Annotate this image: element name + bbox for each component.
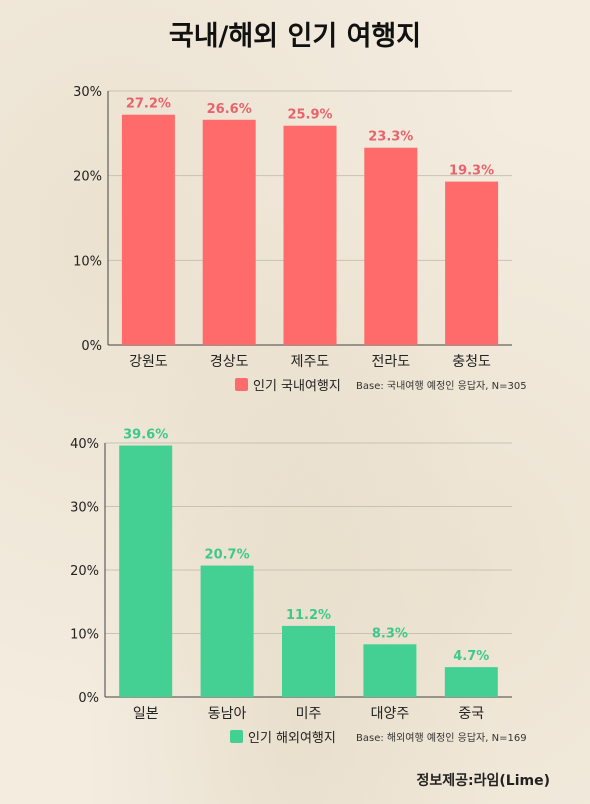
domestic-bar-chart: 0% 10% 20% 30% 27.2% 강원도 26.6% 경상도 25.9% 제주도 23.3%…: [73, 85, 527, 394]
y-tick-label: 0%: [78, 691, 99, 706]
bar: [363, 644, 417, 697]
data-label: 20.7%: [205, 548, 250, 563]
source-credit: 정보제공:라임(Lime): [416, 773, 550, 789]
data-label: 26.6%: [207, 102, 252, 117]
page-title: 국내/해외 인기 여행지: [168, 21, 422, 52]
bar: [283, 125, 337, 345]
legend-label: 인기 국내여행지: [253, 378, 341, 394]
bar: [200, 565, 254, 697]
x-tick-label: 충청도: [452, 354, 491, 370]
y-tick-label: 20%: [70, 564, 99, 579]
y-tick-label: 20%: [73, 170, 102, 185]
y-tick-label: 30%: [73, 85, 102, 100]
x-tick-label: 강원도: [129, 354, 168, 370]
y-tick-label: 30%: [70, 501, 99, 516]
data-label: 23.3%: [368, 130, 413, 145]
x-tick-label: 동남아: [208, 706, 247, 722]
base-note: Base: 해외여행 예정인 응답자, N=169: [356, 731, 527, 744]
bar: [121, 114, 175, 345]
x-tick-label: 경상도: [210, 354, 249, 370]
x-tick-label: 중국: [458, 706, 484, 722]
x-tick-label: 대양주: [371, 706, 410, 722]
data-label: 25.9%: [287, 108, 332, 123]
data-label: 8.3%: [372, 626, 408, 641]
x-tick-label: 제주도: [291, 354, 330, 370]
legend-swatch: [235, 378, 248, 391]
data-label: 11.2%: [286, 608, 331, 623]
x-tick-label: 미주: [296, 706, 322, 722]
data-label: 19.3%: [449, 164, 494, 179]
bar: [202, 119, 256, 345]
bar: [364, 147, 418, 345]
legend-swatch: [230, 730, 243, 743]
bar: [282, 625, 335, 697]
y-tick-label: 0%: [81, 339, 102, 354]
legend-label: 인기 해외여행지: [248, 730, 336, 746]
y-tick-label: 40%: [70, 437, 99, 452]
x-tick-label: 전라도: [371, 354, 410, 370]
bar: [444, 667, 498, 697]
bar: [445, 181, 499, 345]
data-label: 39.6%: [123, 428, 168, 443]
y-tick-label: 10%: [70, 628, 99, 643]
bar: [119, 445, 173, 697]
data-label: 4.7%: [453, 649, 489, 664]
y-tick-label: 10%: [73, 254, 102, 269]
x-tick-label: 일본: [133, 706, 159, 722]
base-note: Base: 국내여행 예정인 응답자, N=305: [356, 380, 527, 392]
data-label: 27.2%: [126, 97, 171, 112]
